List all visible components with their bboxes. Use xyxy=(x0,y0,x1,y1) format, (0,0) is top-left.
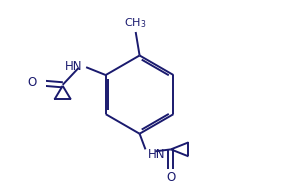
Text: O: O xyxy=(28,76,37,89)
Text: HN: HN xyxy=(148,148,165,161)
Text: CH$_3$: CH$_3$ xyxy=(125,16,147,30)
Text: HN: HN xyxy=(65,60,82,73)
Text: O: O xyxy=(166,171,176,184)
